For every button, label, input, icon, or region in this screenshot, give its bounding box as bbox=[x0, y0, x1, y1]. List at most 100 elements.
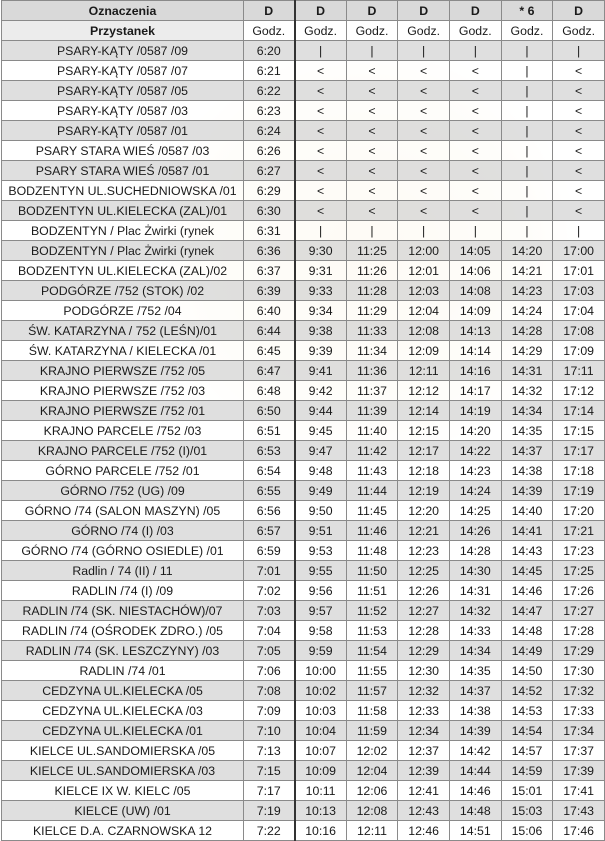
time-cell: 14:33 bbox=[448, 620, 502, 641]
time-cell: 11:43 bbox=[345, 460, 399, 481]
time-cell: 14:42 bbox=[448, 740, 502, 761]
time-cell: 12:33 bbox=[397, 700, 450, 721]
stop-name-cell: ŚW. KATARZYNA / KIELECKA /01 bbox=[1, 340, 244, 361]
time-cell: 10:13 bbox=[293, 800, 347, 821]
time-cell: 12:30 bbox=[397, 660, 450, 681]
time-cell: 17:37 bbox=[552, 740, 605, 761]
time-cell: 11:44 bbox=[345, 480, 399, 501]
time-cell: 12:43 bbox=[397, 800, 450, 821]
time-cell: 12:20 bbox=[397, 500, 450, 521]
time-cell: < bbox=[397, 160, 450, 181]
time-cell: 11:57 bbox=[345, 680, 399, 701]
time-cell: 14:29 bbox=[500, 340, 554, 361]
time-cell: 17:18 bbox=[552, 460, 605, 481]
table-row: BODZENTYN UL.KIELECKA (ZAL)/01 6:30 < < < < | < bbox=[1, 200, 605, 221]
time-cell: 12:01 bbox=[397, 260, 450, 281]
time-cell: < bbox=[345, 80, 399, 101]
stop-name-cell: BODZENTYN UL.SUCHEDNIOWSKA /01 bbox=[1, 180, 244, 201]
table-row: KRAJNO PARCELE /752 /03 6:51 9:45 11:40 12:1… bbox=[1, 420, 605, 441]
time-cell: 12:28 bbox=[397, 620, 450, 641]
time-cell: 14:37 bbox=[448, 680, 502, 701]
time-cell: 12:03 bbox=[397, 280, 450, 301]
time-cell: 14:32 bbox=[448, 600, 502, 621]
time-cell: < bbox=[293, 80, 347, 101]
table-row: CEDZYNA UL.KIELECKA /03 7:09 10:03 11:58 12:… bbox=[1, 700, 605, 721]
stop-name-cell: KIELCE UL.SANDOMIERSKA /03 bbox=[1, 760, 244, 781]
time-cell: < bbox=[552, 140, 605, 161]
time-cell: 7:05 bbox=[243, 640, 295, 661]
time-cell: | bbox=[500, 200, 554, 221]
stop-name-cell: PSARY STARA WIEŚ /0587 /01 bbox=[1, 160, 244, 181]
time-cell: 17:21 bbox=[552, 520, 605, 541]
time-cell: 6:27 bbox=[243, 160, 295, 181]
time-cell: 11:42 bbox=[345, 440, 399, 461]
marker-cell: D bbox=[552, 0, 605, 21]
time-cell: 11:37 bbox=[345, 380, 399, 401]
time-cell: 9:44 bbox=[293, 400, 347, 421]
time-cell: 14:46 bbox=[500, 580, 554, 601]
time-cell: < bbox=[552, 200, 605, 221]
time-cell: 11:39 bbox=[345, 400, 399, 421]
time-cell: 14:50 bbox=[500, 660, 554, 681]
time-cell: 17:46 bbox=[552, 820, 605, 841]
stop-name-cell: GÓRNO PARCELE /752 /01 bbox=[1, 460, 244, 481]
time-cell: 11:36 bbox=[345, 360, 399, 381]
time-column-header: Godz. bbox=[243, 20, 295, 41]
time-cell: 12:25 bbox=[397, 560, 450, 581]
time-column-header: Godz. bbox=[500, 20, 554, 41]
time-cell: 12:06 bbox=[345, 780, 399, 801]
time-cell: 7:19 bbox=[243, 800, 295, 821]
time-cell: 17:14 bbox=[552, 400, 605, 421]
time-cell: 12:34 bbox=[397, 720, 450, 741]
time-cell: 11:53 bbox=[345, 620, 399, 641]
time-cell: 14:05 bbox=[448, 240, 502, 261]
time-cell: 9:51 bbox=[293, 520, 347, 541]
time-cell: 12:09 bbox=[397, 340, 450, 361]
stop-name-cell: RADLIN /74 (I) /09 bbox=[1, 580, 244, 601]
time-cell: 17:12 bbox=[552, 380, 605, 401]
time-cell: 6:21 bbox=[243, 60, 295, 81]
time-cell: 11:48 bbox=[345, 540, 399, 561]
time-cell: 15:03 bbox=[500, 800, 554, 821]
time-cell: 14:06 bbox=[448, 260, 502, 281]
time-cell: 17:09 bbox=[552, 340, 605, 361]
time-cell: 7:03 bbox=[243, 600, 295, 621]
marker-cell: D bbox=[397, 0, 450, 21]
time-cell: 11:34 bbox=[345, 340, 399, 361]
time-column-header: Godz. bbox=[448, 20, 502, 41]
stop-name-cell: PSARY-KĄTY /0587 /09 bbox=[1, 40, 244, 61]
time-cell: 11:25 bbox=[345, 240, 399, 261]
stop-name-cell: GÓRNO /74 (I) /03 bbox=[1, 520, 244, 541]
time-cell: < bbox=[293, 180, 347, 201]
time-cell: 12:21 bbox=[397, 520, 450, 541]
time-cell: 10:09 bbox=[293, 760, 347, 781]
time-cell: | bbox=[552, 40, 605, 61]
time-cell: | bbox=[500, 180, 554, 201]
stop-name-cell: PSARY-KĄTY /0587 /07 bbox=[1, 60, 244, 81]
table-row: GÓRNO /74 (I) /03 6:57 9:51 11:46 12:21 14:26… bbox=[1, 520, 605, 541]
time-cell: < bbox=[345, 200, 399, 221]
time-cell: | bbox=[448, 40, 502, 61]
stop-name-cell: BODZENTYN UL.KIELECKA (ZAL)/02 bbox=[1, 260, 244, 281]
table-row: ŚW. KATARZYNA / KIELECKA /01 6:45 9:39 11:3… bbox=[1, 340, 605, 361]
time-cell: 6:37 bbox=[243, 260, 295, 281]
table-row: KRAJNO PIERWSZE /752 /03 6:48 9:42 11:37 12:… bbox=[1, 380, 605, 401]
table-row: KIELCE (UW) /01 7:19 10:13 12:08 12:43 14:48 1… bbox=[1, 800, 605, 821]
time-cell: 6:59 bbox=[243, 540, 295, 561]
time-cell: 14:43 bbox=[500, 540, 554, 561]
time-cell: 14:47 bbox=[500, 600, 554, 621]
time-cell: 14:08 bbox=[448, 280, 502, 301]
time-cell: 9:30 bbox=[293, 240, 347, 261]
time-cell: 6:53 bbox=[243, 440, 295, 461]
time-cell: 12:02 bbox=[345, 740, 399, 761]
time-cell: 14:48 bbox=[500, 620, 554, 641]
table-row: CEDZYNA UL.KIELECKA /05 7:08 10:02 11:57 12:… bbox=[1, 680, 605, 701]
table-row: RADLIN /74 (OŚRODEK ZDRO.) /05 7:04 9:58 11… bbox=[1, 620, 605, 641]
time-cell: 14:16 bbox=[448, 360, 502, 381]
time-cell: 17:29 bbox=[552, 640, 605, 661]
time-cell: 14:34 bbox=[500, 400, 554, 421]
time-cell: 9:42 bbox=[293, 380, 347, 401]
stop-name-cell: KRAJNO PARCELE /752 (I)/01 bbox=[1, 440, 244, 461]
time-cell: 12:15 bbox=[397, 420, 450, 441]
table-row: PSARY STARA WIEŚ /0587 /01 6:27 < < < < | < bbox=[1, 160, 605, 181]
